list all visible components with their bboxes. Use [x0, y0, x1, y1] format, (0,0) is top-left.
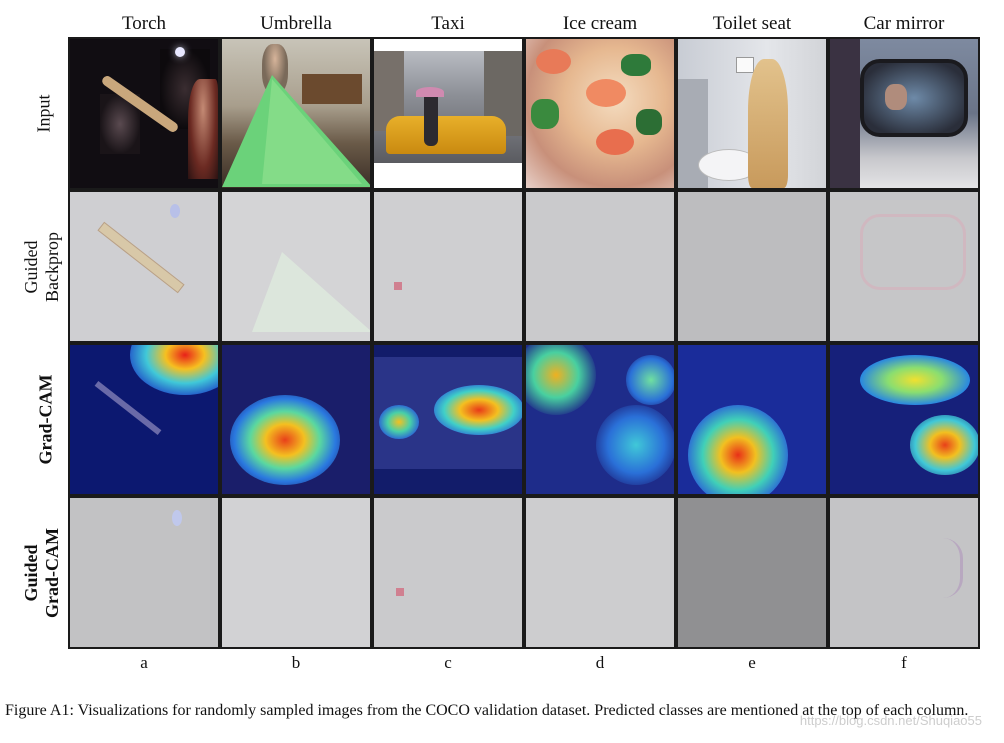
column-letter-b: b [291, 653, 301, 672]
guided-backprop-toilet-seat [678, 192, 826, 341]
column-letter-e: e [748, 653, 756, 672]
guided-backprop-umbrella [222, 192, 370, 341]
input-image-torch [70, 39, 218, 188]
column-label-taxi: Taxi [431, 13, 465, 34]
grad-cam-taxi [374, 345, 522, 494]
guided-grad-cam-torch [70, 498, 218, 647]
column-label-car-mirror: Car mirror [863, 13, 945, 34]
row-label-input: Input [33, 94, 54, 133]
guided-grad-cam-toilet-seat [678, 498, 826, 647]
column-letter-c: c [444, 653, 452, 672]
guided-backprop-car-mirror [830, 192, 978, 341]
input-image-umbrella [222, 39, 370, 188]
column-letter-f: f [901, 653, 907, 672]
column-label-torch: Torch [121, 13, 167, 34]
grad-cam-car-mirror [830, 345, 978, 494]
column-label-ice-cream: Ice cream [562, 13, 638, 34]
guided-grad-cam-taxi [374, 498, 522, 647]
grad-cam-ice-cream [526, 345, 674, 494]
input-image-toilet-seat [678, 39, 826, 188]
guided-backprop-ice-cream [526, 192, 674, 341]
visualization-grid [68, 37, 980, 649]
row-label-guided-backprop: Guided Backprop [21, 231, 63, 302]
row-label-guided-grad-cam: Guided Grad-CAM [21, 527, 63, 618]
column-letter-d: d [595, 653, 605, 672]
column-letter-a: a [140, 653, 148, 672]
guided-grad-cam-umbrella [222, 498, 370, 647]
guided-grad-cam-ice-cream [526, 498, 674, 647]
input-image-car-mirror [830, 39, 978, 188]
input-image-ice-cream [526, 39, 674, 188]
column-label-umbrella: Umbrella [260, 13, 332, 34]
watermark: https://blog.csdn.net/Shuqiao55 [799, 713, 982, 728]
figure-caption: Figure A1: Visualizations for randomly s… [5, 702, 969, 719]
grad-cam-umbrella [222, 345, 370, 494]
guided-backprop-torch [70, 192, 218, 341]
grad-cam-torch [70, 345, 218, 494]
grad-cam-toilet-seat [678, 345, 826, 494]
input-image-taxi [374, 39, 522, 188]
row-label-grad-cam: Grad-CAM [35, 374, 56, 465]
guided-grad-cam-car-mirror [830, 498, 978, 647]
column-label-toilet-seat: Toilet seat [712, 13, 792, 34]
guided-backprop-taxi [374, 192, 522, 341]
